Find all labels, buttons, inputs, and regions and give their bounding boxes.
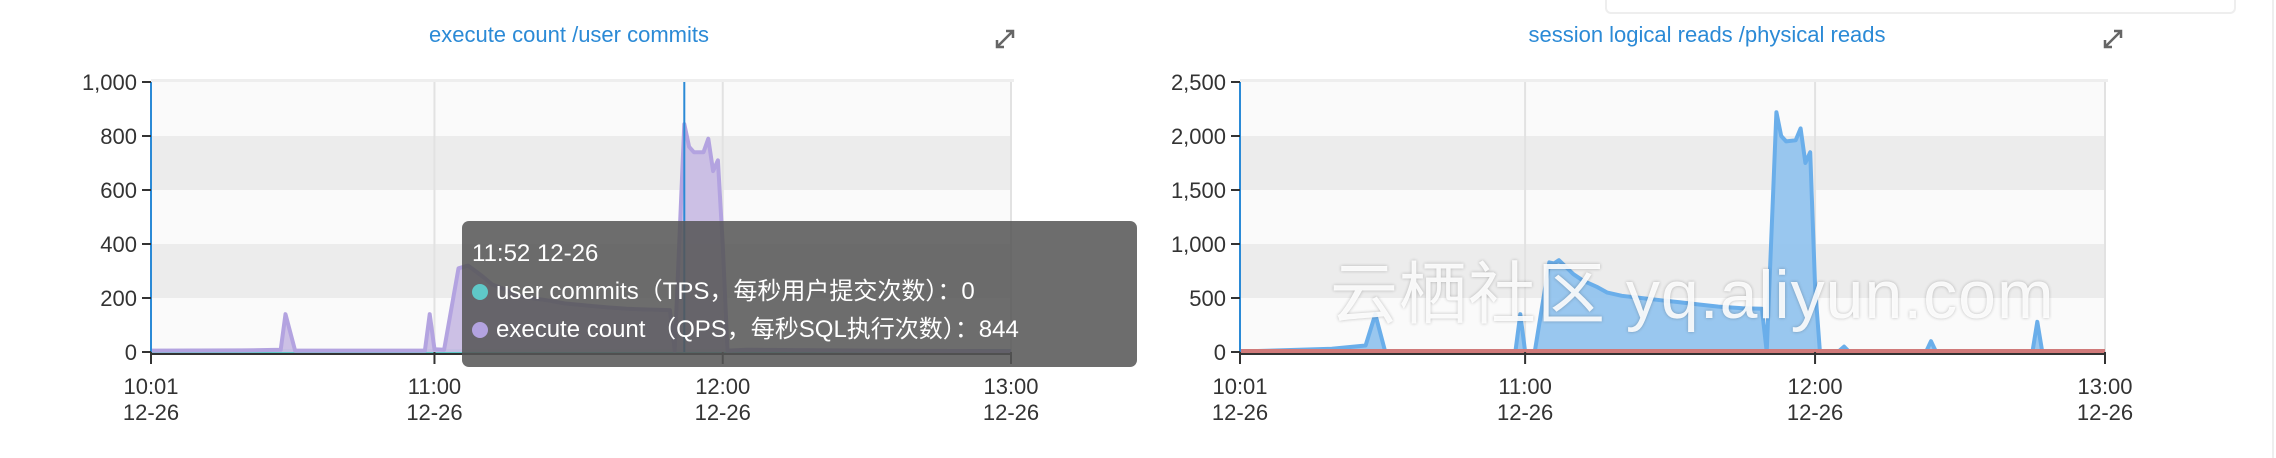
y-tick-label: 200 (100, 286, 137, 311)
expand-arrows-icon[interactable] (992, 26, 1018, 52)
x-tick-label-date: 12-26 (1787, 400, 1843, 425)
y-tick-label: 2,500 (1171, 70, 1226, 95)
chart-title-execute-count: execute count /user commits (428, 22, 710, 47)
chart-title-session-reads: session logical reads /physical reads (1528, 22, 1886, 47)
y-tick-label: 1,000 (1171, 232, 1226, 257)
x-tick-label-time: 12:00 (1788, 374, 1843, 399)
grid-border (1240, 79, 2108, 82)
grid-band (151, 82, 1011, 136)
y-tick-label: 500 (1189, 286, 1226, 311)
x-tick-label-time: 12:00 (695, 374, 750, 399)
tooltip-label: execute count （QPS，每秒SQL执行次数） (496, 316, 955, 343)
tooltip-time: 11:52 12-26 (472, 240, 599, 267)
grid-band (1240, 244, 2105, 298)
y-tick-label: 800 (100, 124, 137, 149)
x-tick-label-time: 11:00 (408, 374, 461, 399)
x-tick-label-date: 12-26 (123, 400, 179, 425)
series-dot-icon (472, 284, 488, 300)
x-tick-label-time: 10:01 (1212, 374, 1267, 399)
y-tick-label: 0 (1214, 340, 1226, 365)
chart-tooltip: 11:52 12-26 user commits（TPS，每秒用户提交次数）：0… (462, 221, 1137, 367)
x-tick-label-date: 12-26 (406, 400, 462, 425)
x-tick-label-date: 12-26 (983, 400, 1039, 425)
y-tick-label: 1,000 (82, 70, 137, 95)
x-tick-label-time: 10:01 (123, 374, 178, 399)
x-tick-label-time: 11:00 (1498, 374, 1551, 399)
tooltip-row-execute-count: execute count （QPS，每秒SQL执行次数）：844 (472, 311, 1127, 349)
y-tick-label: 0 (125, 340, 137, 365)
tooltip-value: ：0 (937, 278, 975, 305)
x-tick-label-time: 13:00 (2077, 374, 2132, 399)
y-tick-label: 400 (100, 232, 137, 257)
top-panel-edge (1605, 0, 2236, 14)
grid-band (1240, 190, 2105, 244)
tooltip-row-user-commits: user commits（TPS，每秒用户提交次数）：0 (472, 273, 1127, 311)
series-dot-icon (472, 322, 488, 338)
x-tick-label-date: 12-26 (695, 400, 751, 425)
series-area (1240, 112, 2105, 352)
grid-band (1240, 82, 2105, 136)
grid-band (151, 136, 1011, 190)
grid-border (151, 79, 1014, 82)
watermark: 云栖社区 yq.aliyun.com (1330, 257, 2055, 333)
x-tick-label-date: 12-26 (1497, 400, 1553, 425)
y-tick-label: 600 (100, 178, 137, 203)
x-tick-label-date: 12-26 (2077, 400, 2133, 425)
y-tick-label: 1,500 (1171, 178, 1226, 203)
x-tick-label-date: 12-26 (1212, 400, 1268, 425)
tooltip-label: user commits（TPS，每秒用户提交次数） (496, 278, 938, 305)
panel-border (2272, 0, 2274, 458)
grid-band (1240, 136, 2105, 190)
x-tick-label-time: 13:00 (983, 374, 1038, 399)
tooltip-value: ：844 (954, 316, 1019, 343)
expand-arrows-icon[interactable] (2100, 26, 2126, 52)
y-tick-label: 2,000 (1171, 124, 1226, 149)
